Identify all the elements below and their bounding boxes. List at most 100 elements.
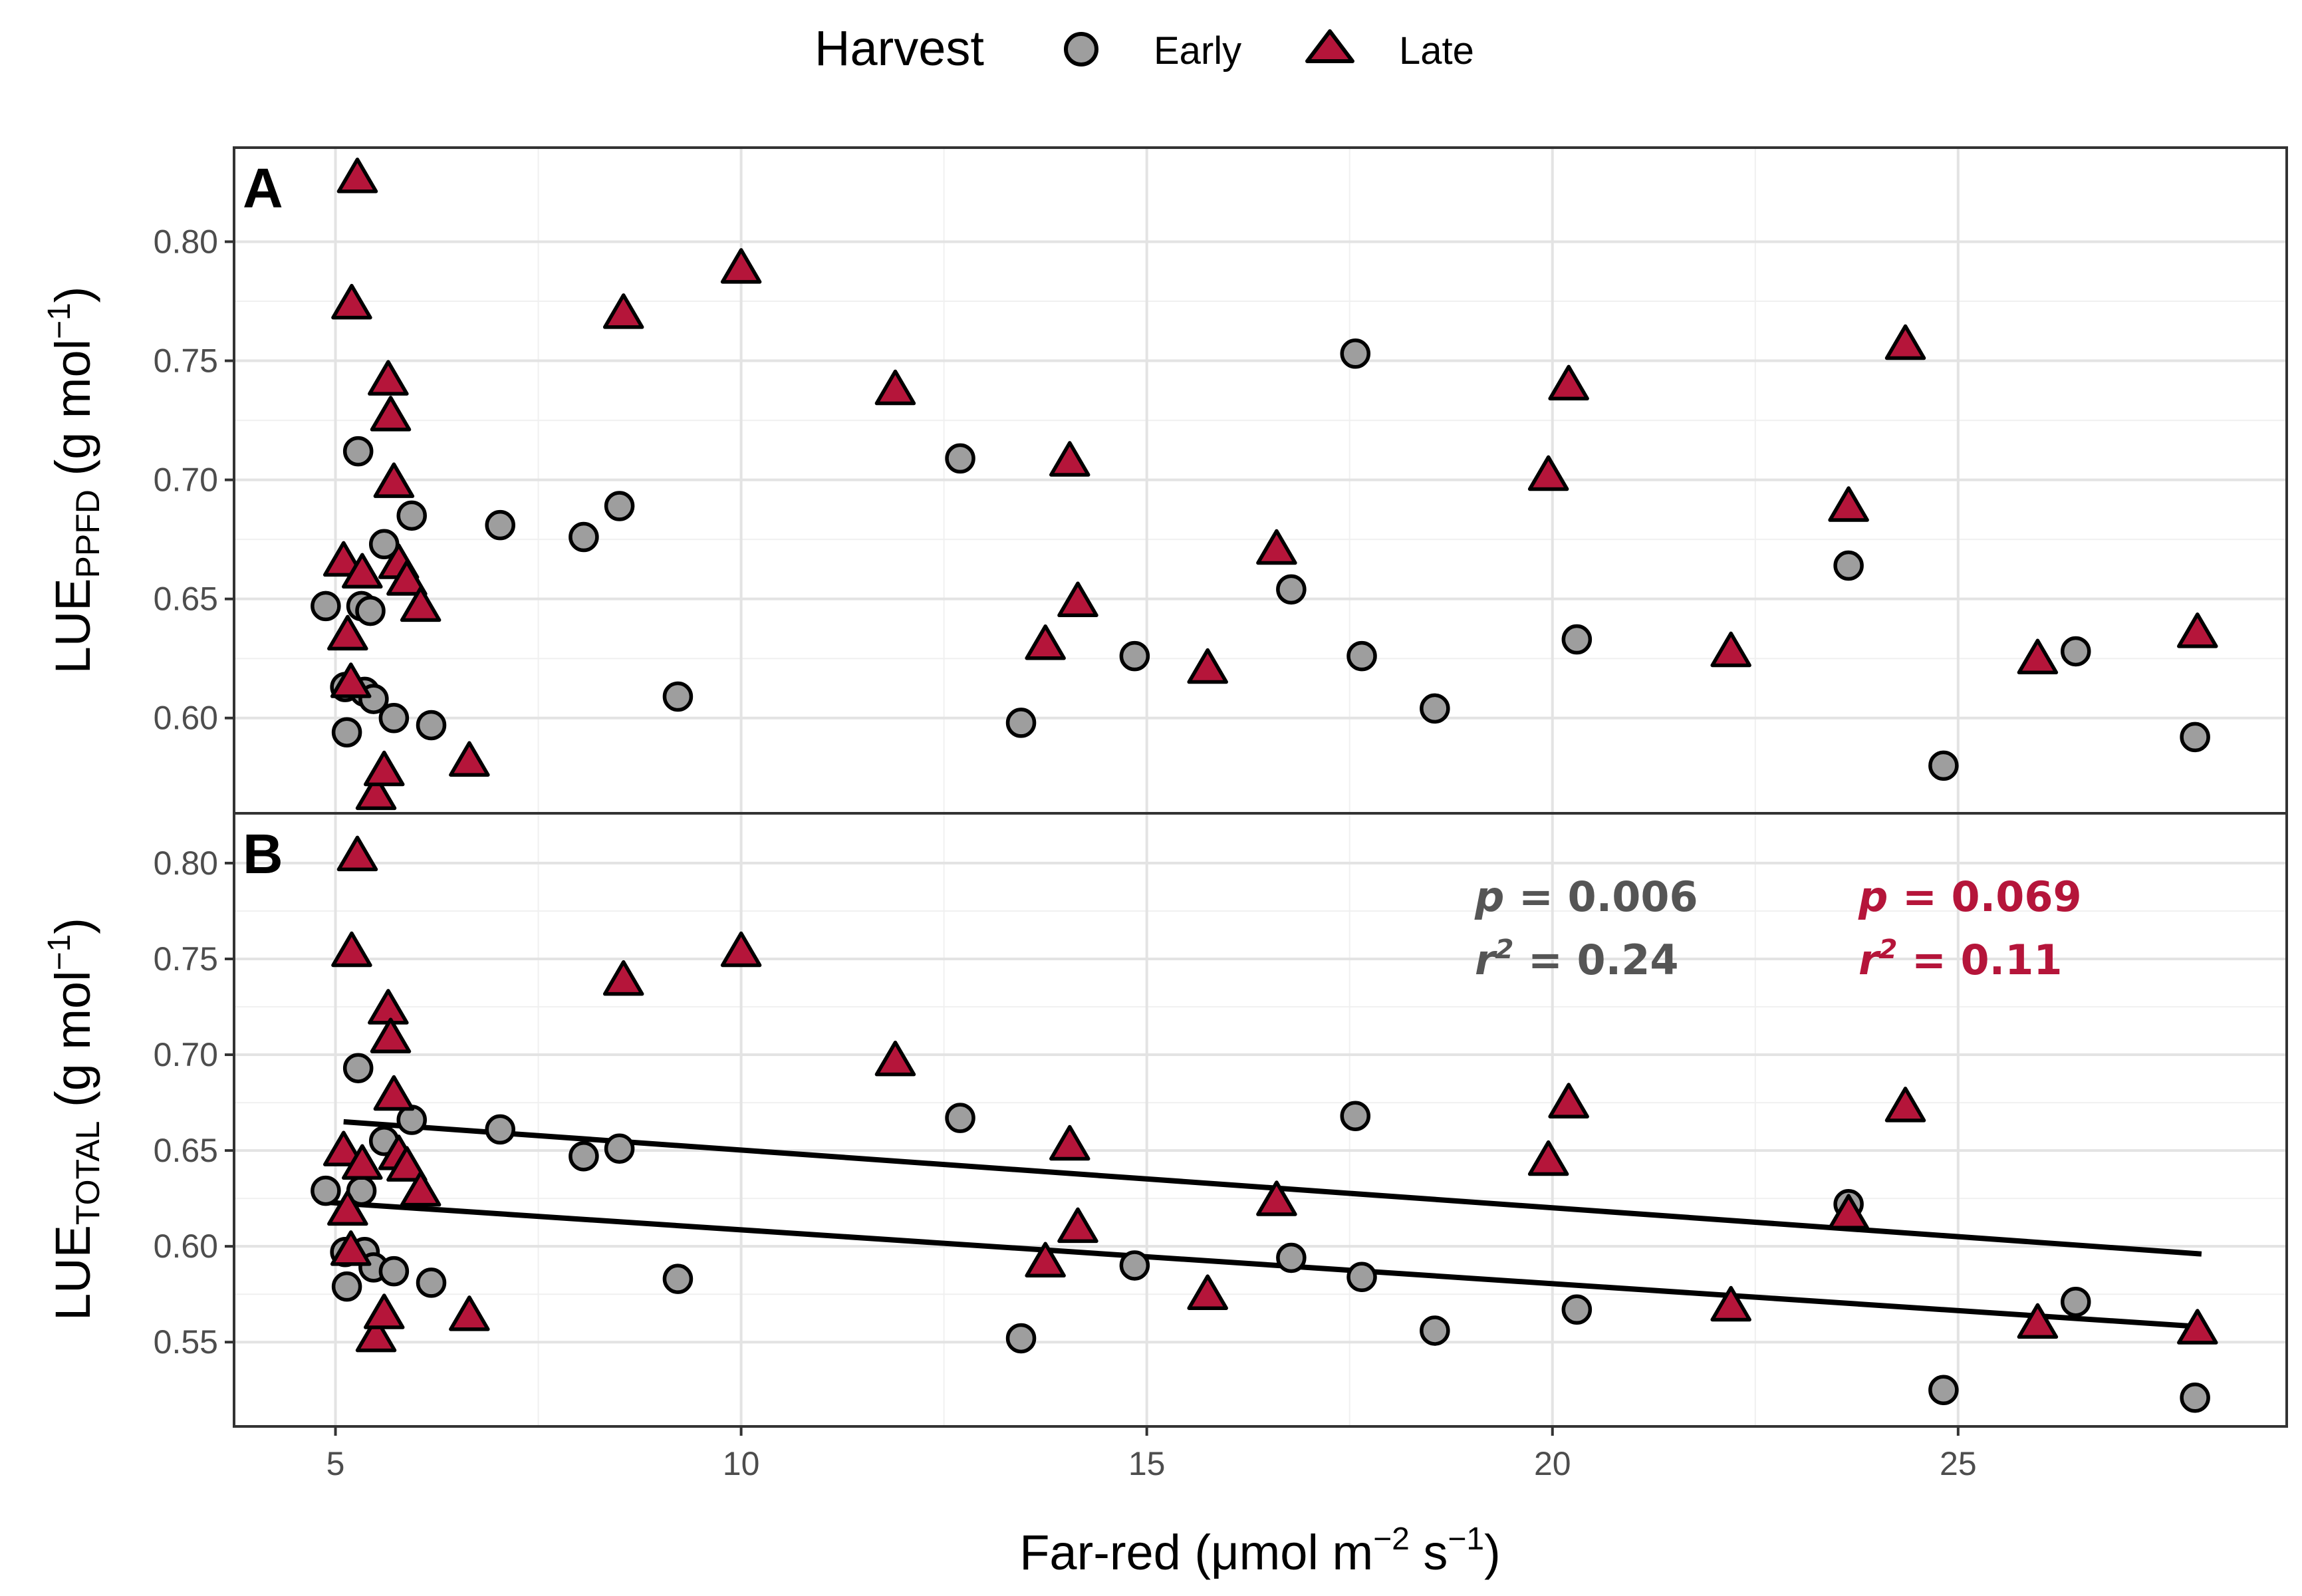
point-late (449, 1295, 490, 1331)
point-late (1828, 1194, 1869, 1230)
point-early (378, 1256, 410, 1287)
stat-early-r-value: = 0.24 (1513, 936, 1678, 984)
point-early (1276, 1242, 1307, 1273)
y-tick-label: 0.75 (154, 940, 218, 978)
x-tick-label: 5 (326, 1445, 345, 1482)
point-early (2180, 1383, 2210, 1413)
point-late (386, 1146, 428, 1182)
point-early (1561, 624, 1593, 655)
point-early (1340, 338, 1371, 369)
point-early (342, 436, 374, 467)
stat-late-p: p = 0.069 (1858, 872, 2082, 921)
point-late (336, 158, 378, 194)
point-early (1276, 574, 1307, 605)
point-early (311, 591, 341, 622)
point-early (945, 443, 975, 474)
y-tick-label: 0.60 (154, 700, 218, 737)
point-late (330, 1230, 372, 1266)
stat-late-r-sup: 2 (1879, 934, 1898, 965)
point-early (1119, 1250, 1150, 1281)
point-late (400, 1170, 442, 1207)
point-early (604, 491, 635, 521)
point-early (569, 521, 599, 553)
point-late (1828, 486, 1869, 522)
panel-a-grid (234, 148, 2287, 813)
point-early (2180, 722, 2210, 753)
point-early (569, 1140, 599, 1172)
point-late (331, 283, 372, 320)
point-early (2061, 636, 2091, 667)
point-early (416, 710, 447, 741)
panel-b-points (311, 835, 2218, 1413)
y-tick-label: 0.55 (154, 1323, 218, 1361)
point-early (1928, 750, 1959, 781)
point-late (2017, 1303, 2059, 1339)
point-late (1548, 364, 1589, 401)
panel-b-grid (234, 813, 2287, 1426)
point-late (720, 931, 762, 968)
stat-late-r-label: r (1858, 936, 1881, 984)
panel-b-y-axis-label: LUETOTAL (g mol−1) (42, 918, 106, 1321)
panel-b-ylabel-main: LUE (45, 1225, 100, 1321)
point-late (2177, 1309, 2218, 1345)
panel-b-border (233, 812, 2288, 1428)
point-late (1710, 1285, 1751, 1322)
point-late (400, 586, 442, 622)
point-late (373, 462, 415, 498)
point-late (449, 741, 490, 777)
point-late (874, 369, 916, 406)
point-late (1187, 648, 1228, 684)
point-late (322, 541, 364, 577)
point-early (311, 1175, 341, 1206)
point-early (1420, 1315, 1450, 1346)
x-axis-label-sup2: −1 (1448, 1522, 1484, 1557)
point-late (1256, 529, 1297, 565)
point-early (331, 1271, 362, 1302)
point-late (363, 750, 405, 787)
legend-early-symbol (1064, 32, 1098, 66)
stat-early-p-label: p (1474, 872, 1504, 921)
fit-line-early-fit (325, 1199, 2202, 1330)
panel-b-y-ticks: 0.55 0.60 0.65 0.70 0.75 0.80 (154, 845, 234, 1361)
point-late (1057, 581, 1098, 618)
point-late (363, 1293, 405, 1329)
panel-a-ylabel-main: LUE (45, 578, 100, 674)
point-late (1187, 1274, 1228, 1310)
point-late (386, 560, 428, 596)
y-tick-label: 0.60 (154, 1228, 218, 1265)
point-early (342, 1053, 374, 1083)
x-axis-ticks: 5 10 15 20 25 (326, 1426, 1977, 1482)
legend: Harvest Early Late (815, 21, 1474, 76)
x-tick-label: 15 (1128, 1445, 1166, 1482)
point-late (342, 553, 383, 589)
point-late (322, 1130, 364, 1166)
point-late (370, 1017, 412, 1053)
point-late (1025, 1242, 1066, 1277)
legend-title: Harvest (815, 21, 984, 76)
point-early (662, 681, 694, 712)
legend-early-label: Early (1154, 29, 1241, 72)
point-early (355, 595, 386, 626)
y-tick-label: 0.70 (154, 1036, 218, 1073)
panel-a: 0.60 0.65 0.70 0.75 0.80 A LUEPPFD (g mol−1) (42, 146, 2288, 815)
panel-a-y-ticks: 0.60 0.65 0.70 0.75 0.80 (154, 223, 234, 737)
point-early (1928, 1375, 1959, 1406)
point-early (378, 702, 410, 733)
point-late (602, 293, 644, 329)
x-tick-label: 25 (1940, 1445, 1977, 1482)
point-early (662, 1264, 694, 1294)
legend-late-symbol (1305, 29, 1354, 63)
point-late (1710, 631, 1751, 668)
point-late (336, 835, 378, 872)
y-tick-label: 0.80 (154, 223, 218, 260)
point-late (1884, 1087, 1926, 1123)
panel-a-y-axis-label: LUEPPFD (g mol−1) (42, 287, 106, 674)
point-late (1527, 1140, 1569, 1176)
point-late (330, 662, 372, 698)
stat-late-p-value: = 0.069 (1888, 872, 2081, 921)
point-late (1548, 1083, 1589, 1119)
panel-b: 0.55 0.60 0.65 0.70 0.75 0.80 B LUETOTAL (g m… (42, 812, 2288, 1428)
x-axis-label-main: Far-red (μmol m (1019, 1525, 1373, 1580)
point-early (2061, 1286, 2091, 1317)
